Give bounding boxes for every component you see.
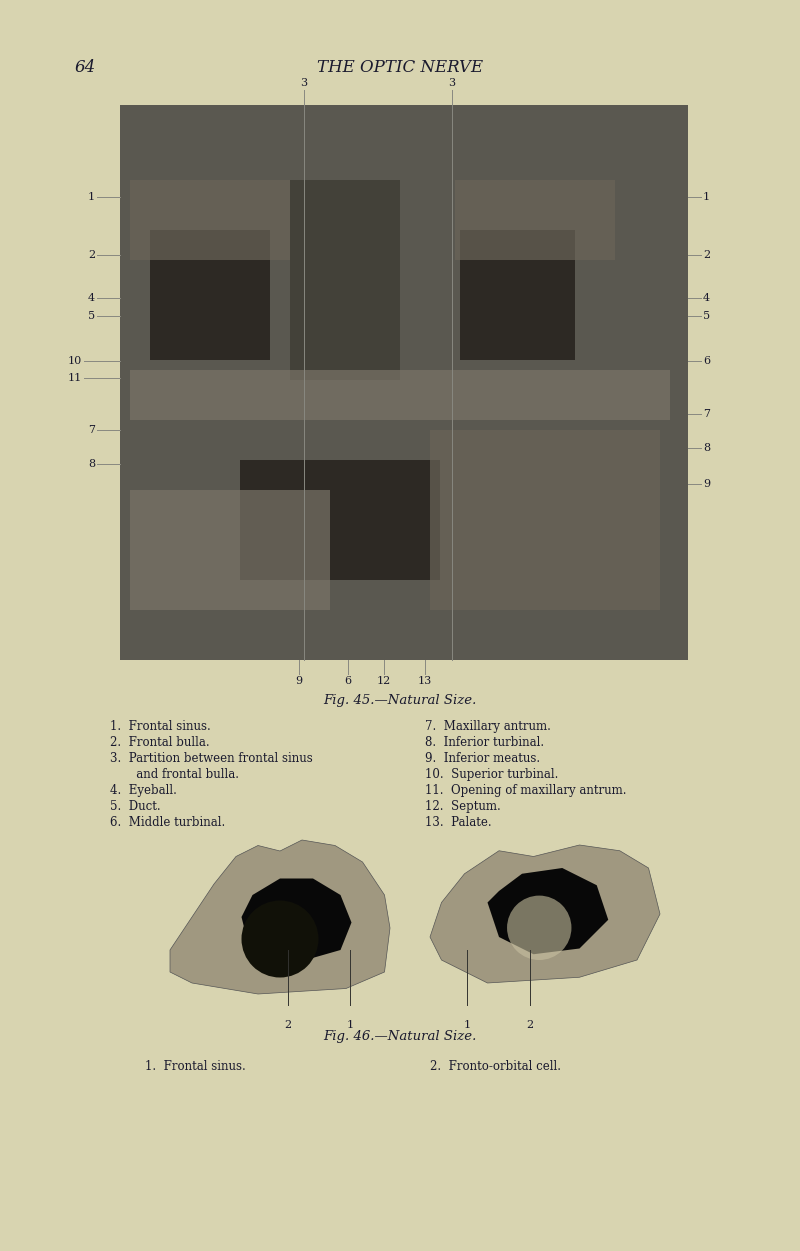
Bar <box>460 230 575 360</box>
Text: 13.  Palate.: 13. Palate. <box>425 816 492 829</box>
Text: 7: 7 <box>88 425 95 435</box>
Text: Fig. 46.—Natural Size.: Fig. 46.—Natural Size. <box>323 1030 477 1043</box>
Text: 9: 9 <box>703 479 710 489</box>
Text: 4: 4 <box>703 293 710 303</box>
Bar <box>150 230 270 360</box>
Text: 7: 7 <box>703 409 710 419</box>
Text: 2: 2 <box>703 250 710 260</box>
Text: 3: 3 <box>301 78 307 88</box>
Bar <box>290 180 400 380</box>
Polygon shape <box>430 844 660 983</box>
Circle shape <box>507 896 571 960</box>
Bar <box>430 430 660 610</box>
Text: 13: 13 <box>418 676 432 686</box>
Text: 1: 1 <box>88 191 95 201</box>
Bar <box>130 370 670 420</box>
Polygon shape <box>170 839 390 995</box>
Text: 12: 12 <box>377 676 391 686</box>
Text: Fig. 45.—Natural Size.: Fig. 45.—Natural Size. <box>323 694 477 707</box>
Text: 4.  Eyeball.: 4. Eyeball. <box>110 784 177 797</box>
Text: 1: 1 <box>463 1020 470 1030</box>
Text: 5: 5 <box>88 311 95 322</box>
Text: 5: 5 <box>703 311 710 322</box>
Text: 2: 2 <box>285 1020 291 1030</box>
Bar <box>130 490 330 610</box>
Text: 8: 8 <box>88 459 95 469</box>
Text: 9.  Inferior meatus.: 9. Inferior meatus. <box>425 752 540 766</box>
Text: 11: 11 <box>68 373 82 383</box>
Text: 2.  Frontal bulla.: 2. Frontal bulla. <box>110 736 210 749</box>
Text: 64: 64 <box>75 60 96 76</box>
Polygon shape <box>242 878 351 961</box>
Text: 3.  Partition between frontal sinus: 3. Partition between frontal sinus <box>110 752 313 766</box>
Text: 11.  Opening of maxillary antrum.: 11. Opening of maxillary antrum. <box>425 784 626 797</box>
Text: 2.  Fronto-orbital cell.: 2. Fronto-orbital cell. <box>430 1060 561 1073</box>
Text: 5.  Duct.: 5. Duct. <box>110 799 161 813</box>
Text: 6: 6 <box>703 357 710 367</box>
Text: and frontal bulla.: and frontal bulla. <box>110 768 239 781</box>
Text: 12.  Septum.: 12. Septum. <box>425 799 501 813</box>
Text: 10: 10 <box>68 357 82 367</box>
Text: 4: 4 <box>88 293 95 303</box>
Text: 1.  Frontal sinus.: 1. Frontal sinus. <box>145 1060 246 1073</box>
Text: 7.  Maxillary antrum.: 7. Maxillary antrum. <box>425 721 551 733</box>
Bar <box>120 105 688 661</box>
Text: 6: 6 <box>345 676 351 686</box>
Text: 2: 2 <box>526 1020 534 1030</box>
Text: 2: 2 <box>88 250 95 260</box>
Text: 9: 9 <box>295 676 302 686</box>
Bar <box>455 180 615 260</box>
Text: 1.  Frontal sinus.: 1. Frontal sinus. <box>110 721 210 733</box>
Text: 6.  Middle turbinal.: 6. Middle turbinal. <box>110 816 226 829</box>
Text: 1: 1 <box>346 1020 354 1030</box>
Polygon shape <box>487 868 608 955</box>
Text: 1: 1 <box>703 191 710 201</box>
Text: 8.  Inferior turbinal.: 8. Inferior turbinal. <box>425 736 544 749</box>
Text: 8: 8 <box>703 443 710 453</box>
Text: THE OPTIC NERVE: THE OPTIC NERVE <box>317 60 483 76</box>
Circle shape <box>242 901 318 977</box>
Bar <box>240 460 440 580</box>
Bar <box>130 180 290 260</box>
Text: 10.  Superior turbinal.: 10. Superior turbinal. <box>425 768 558 781</box>
Text: 3: 3 <box>449 78 455 88</box>
